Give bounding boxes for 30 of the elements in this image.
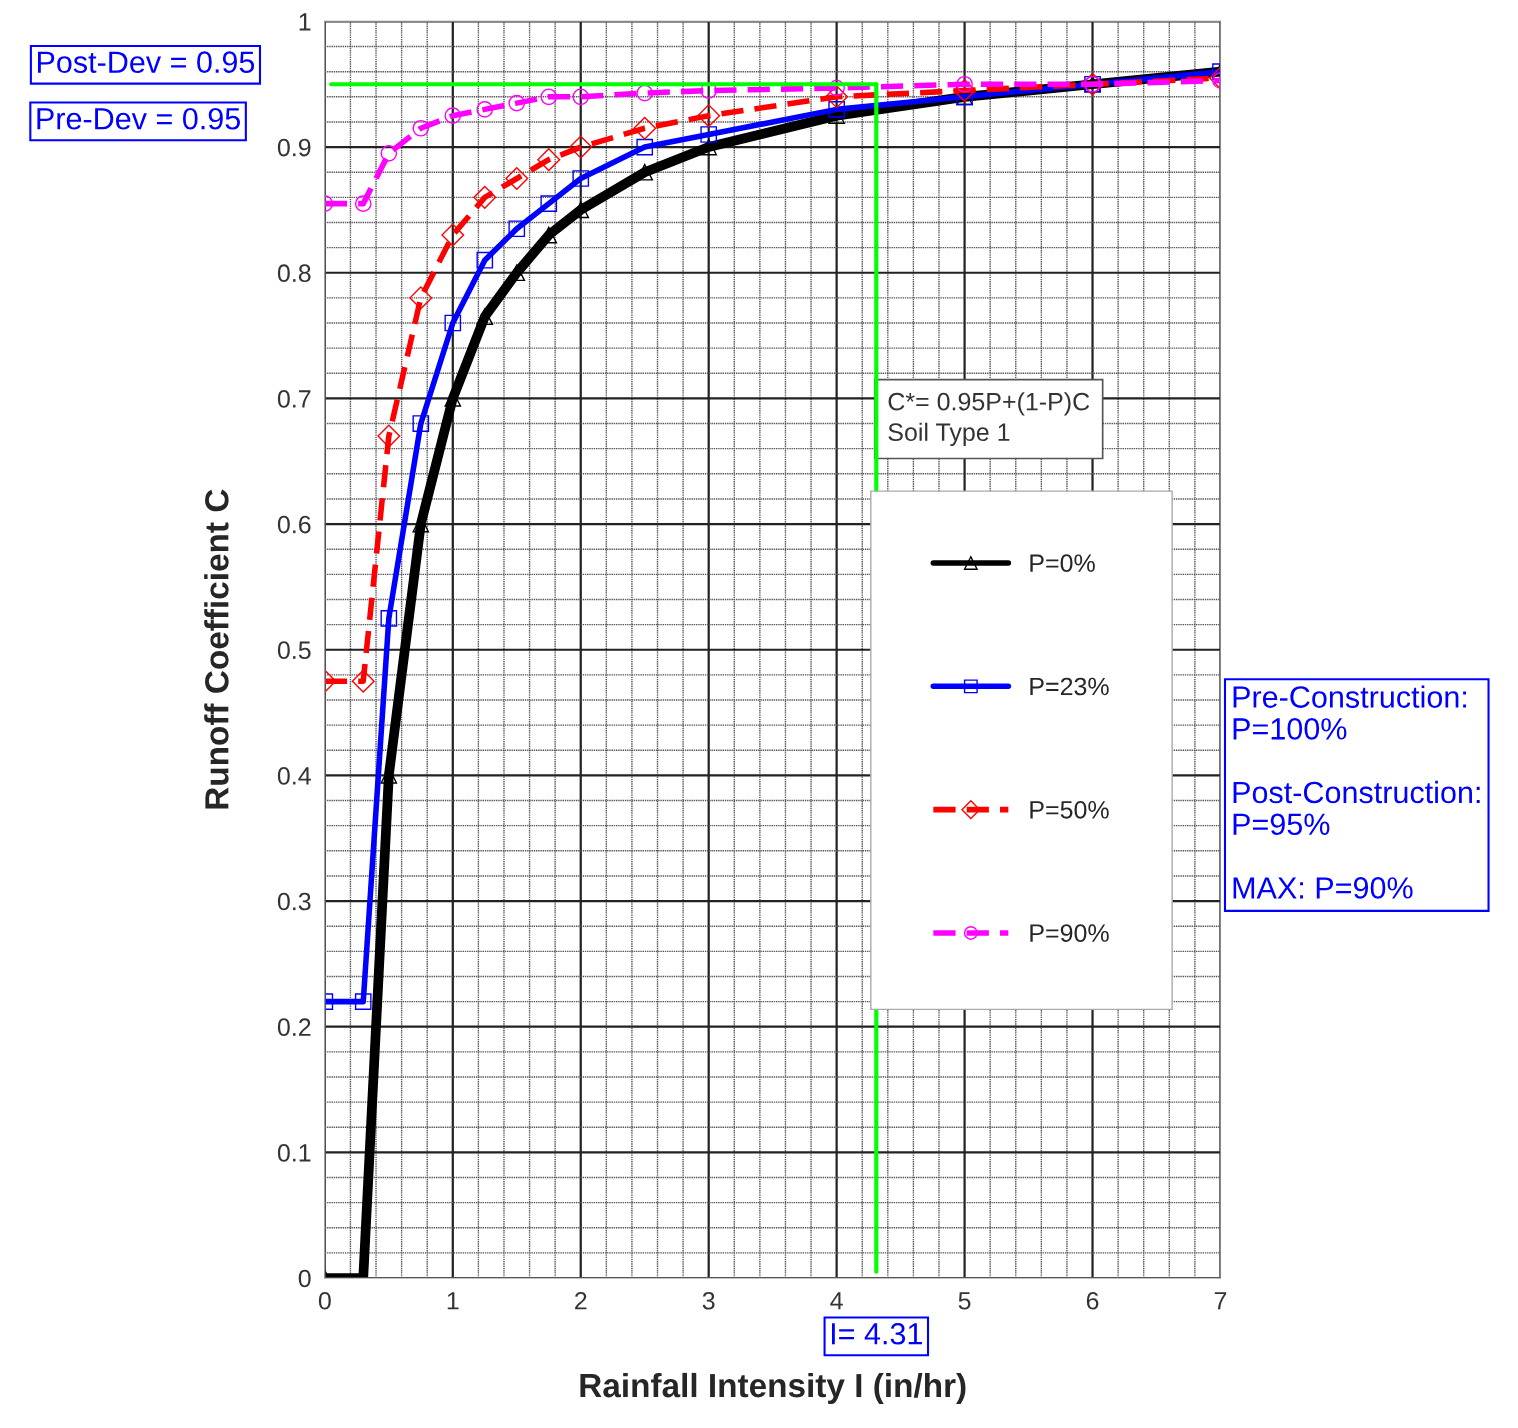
y-tick-label: 0.6: [277, 515, 311, 534]
legend-label: P=0%: [1030, 554, 1095, 573]
x-tick-label: 3: [702, 1291, 715, 1310]
text: Pre-Construction: P=100% Post-Construction: P=95% MAX: P=90%: [1233, 685, 1480, 899]
y-tick-label: 0.7: [277, 390, 311, 408]
legend-label: P=50%: [1030, 800, 1109, 819]
y-tick-label: 0: [298, 1269, 311, 1288]
x-tick-label: 2: [575, 1291, 587, 1310]
x-tick-label: 0: [318, 1291, 331, 1310]
text: Pre-Dev = 0.95: [37, 107, 240, 130]
y-tick-label: 0.3: [277, 892, 311, 911]
legend-label: P=23%: [1030, 677, 1109, 696]
ref-line-label: Post-Dev = 0.95: [37, 51, 255, 74]
x-tick-label: 5: [958, 1292, 971, 1310]
y-tick-label: 0.5: [277, 641, 311, 660]
ref-line-label: I= 4.31: [831, 1322, 922, 1345]
y-tick-label: 0.9: [277, 138, 311, 157]
legend-label: P=90%: [1030, 924, 1109, 942]
x-tick-label: 4: [830, 1292, 843, 1310]
y-tick-label: 0.8: [277, 264, 311, 283]
y-axis-title: Runoff Coefficient C: [204, 489, 229, 809]
y-tick-label: 0.2: [277, 1018, 311, 1037]
x-tick-label: 6: [1086, 1291, 1099, 1310]
y-tick-label: 0.4: [277, 767, 311, 785]
y-tick-label: 1: [299, 13, 311, 31]
y-tick-label: 0.1: [277, 1144, 311, 1162]
x-tick-label: 7: [1214, 1292, 1227, 1310]
annotation: C*= 0.95P+(1-P)C Soil Type 1: [888, 392, 1090, 446]
x-axis-title: Rainfall Intensity I (in/hr): [580, 1372, 966, 1404]
x-tick-label: 1: [447, 1292, 459, 1310]
